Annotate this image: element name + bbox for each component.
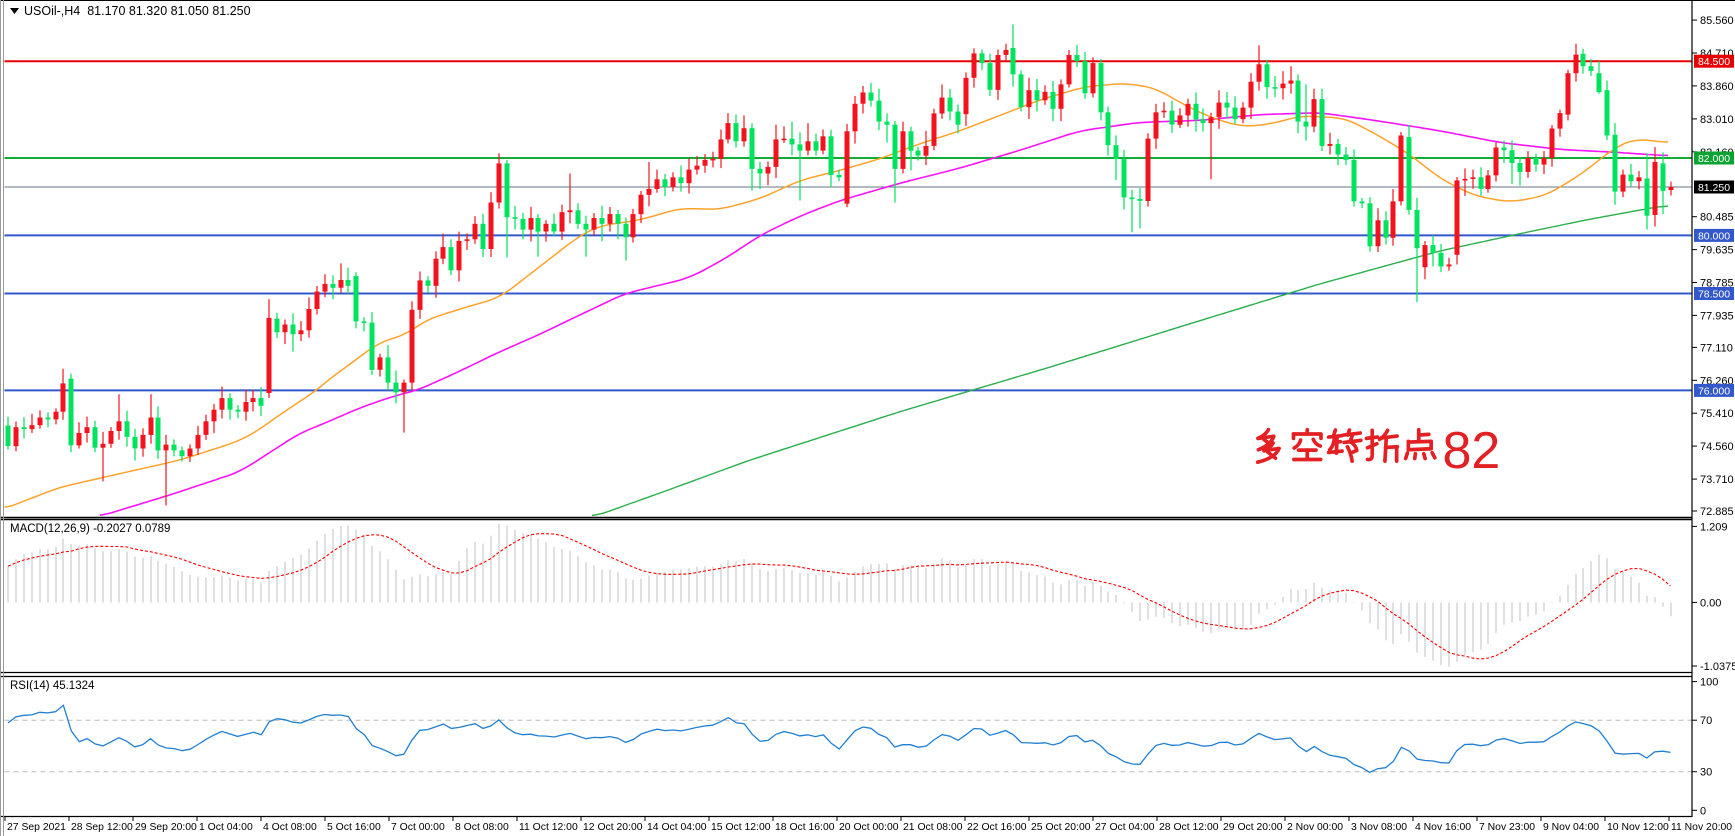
svg-text:4 Oct 08:00: 4 Oct 08:00: [263, 822, 317, 833]
svg-text:29 Oct 20:00: 29 Oct 20:00: [1223, 822, 1283, 833]
svg-text:83.010: 83.010: [1700, 114, 1734, 126]
svg-text:80.000: 80.000: [1698, 230, 1730, 242]
svg-text:4 Nov 16:00: 4 Nov 16:00: [1415, 822, 1471, 833]
svg-text:29 Sep 20:00: 29 Sep 20:00: [135, 822, 197, 833]
svg-text:73.710: 73.710: [1700, 474, 1734, 486]
svg-text:11 Nov 20:00: 11 Nov 20:00: [1671, 822, 1732, 833]
svg-text:80.485: 80.485: [1700, 212, 1734, 224]
svg-text:USOil-,H4 81.170 81.320 81.05: USOil-,H4 81.170 81.320 81.050 81.250: [24, 4, 251, 18]
svg-text:84.500: 84.500: [1698, 56, 1730, 68]
svg-text:12 Oct 20:00: 12 Oct 20:00: [583, 822, 643, 833]
svg-text:30: 30: [1700, 767, 1712, 779]
svg-text:1 Oct 04:00: 1 Oct 04:00: [199, 822, 253, 833]
svg-text:74.560: 74.560: [1700, 441, 1734, 453]
svg-text:77.110: 77.110: [1700, 342, 1733, 354]
svg-text:28 Sep 12:00: 28 Sep 12:00: [71, 822, 133, 833]
svg-text:7 Oct 00:00: 7 Oct 00:00: [391, 822, 445, 833]
svg-text:85.560: 85.560: [1700, 15, 1734, 27]
svg-text:0.00: 0.00: [1700, 597, 1721, 609]
svg-text:22 Oct 16:00: 22 Oct 16:00: [967, 822, 1027, 833]
svg-text:14 Oct 04:00: 14 Oct 04:00: [647, 822, 707, 833]
svg-text:77.935: 77.935: [1700, 310, 1734, 322]
svg-text:18 Oct 16:00: 18 Oct 16:00: [775, 822, 835, 833]
svg-text:3 Nov 08:00: 3 Nov 08:00: [1351, 822, 1407, 833]
svg-text:RSI(14) 45.1324: RSI(14) 45.1324: [10, 680, 95, 692]
svg-text:-1.0375: -1.0375: [1700, 661, 1735, 673]
svg-text:25 Oct 20:00: 25 Oct 20:00: [1031, 822, 1091, 833]
svg-text:20 Oct 00:00: 20 Oct 00:00: [839, 822, 899, 833]
svg-text:27 Sep 2021: 27 Sep 2021: [7, 822, 66, 833]
svg-text:82: 82: [1443, 422, 1501, 480]
svg-text:83.860: 83.860: [1700, 81, 1734, 93]
svg-text:27 Oct 04:00: 27 Oct 04:00: [1095, 822, 1155, 833]
svg-text:28 Oct 12:00: 28 Oct 12:00: [1159, 822, 1219, 833]
svg-text:MACD(12,26,9) -0.2027 0.0789: MACD(12,26,9) -0.2027 0.0789: [10, 523, 170, 535]
svg-text:78.785: 78.785: [1700, 278, 1734, 290]
svg-text:7 Nov 23:00: 7 Nov 23:00: [1479, 822, 1535, 833]
svg-text:1.209: 1.209: [1700, 521, 1728, 533]
svg-text:8 Oct 08:00: 8 Oct 08:00: [455, 822, 509, 833]
svg-text:81.250: 81.250: [1698, 182, 1730, 194]
svg-text:21 Oct 08:00: 21 Oct 08:00: [903, 822, 963, 833]
svg-text:72.885: 72.885: [1700, 506, 1734, 518]
svg-text:15 Oct 12:00: 15 Oct 12:00: [711, 822, 771, 833]
svg-text:75.410: 75.410: [1700, 408, 1734, 420]
svg-text:0: 0: [1700, 805, 1706, 817]
svg-text:11 Oct 12:00: 11 Oct 12:00: [519, 822, 578, 833]
svg-text:79.635: 79.635: [1700, 245, 1734, 257]
svg-text:10 Nov 12:00: 10 Nov 12:00: [1607, 822, 1669, 833]
svg-text:100: 100: [1700, 677, 1718, 689]
svg-text:70: 70: [1700, 715, 1712, 727]
svg-text:82.000: 82.000: [1698, 153, 1730, 165]
svg-text:5 Oct 16:00: 5 Oct 16:00: [327, 822, 381, 833]
svg-text:9 Nov 04:00: 9 Nov 04:00: [1543, 822, 1599, 833]
svg-text:78.500: 78.500: [1698, 289, 1730, 301]
svg-text:2 Nov 00:00: 2 Nov 00:00: [1287, 822, 1343, 833]
svg-text:76.000: 76.000: [1698, 385, 1730, 397]
